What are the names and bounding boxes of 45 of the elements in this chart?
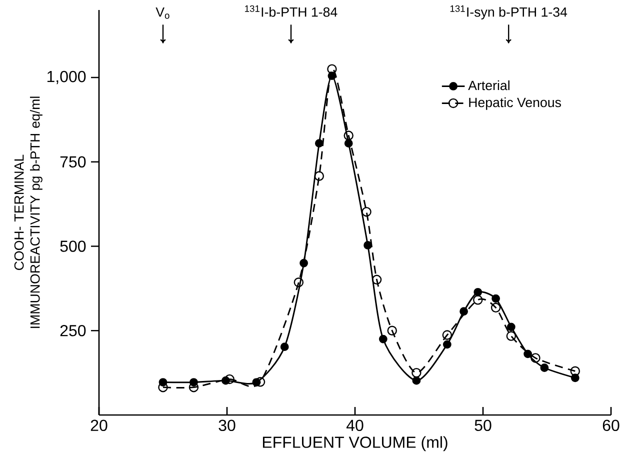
- x-tick-label: 20: [90, 420, 108, 432]
- y-tick-label: 250: [60, 324, 86, 336]
- point: [314, 139, 324, 148]
- x-axis-title: EFFLUENT VOLUME (ml): [262, 436, 448, 452]
- point: [412, 376, 421, 385]
- y-tick-label: 750: [60, 156, 86, 168]
- point: [314, 171, 324, 181]
- point: [362, 206, 372, 217]
- y-axis-title: COOH- TERMINAL IMMUNOREACTIVITY pg b-PTH eq/ml: [14, 96, 42, 328]
- point: [372, 274, 382, 285]
- point: [344, 139, 353, 148]
- point: [412, 368, 422, 378]
- ref-line-label: $^{131}$I-syn b-PTH 1-34: [450, 5, 568, 20]
- x-tick-label: 40: [346, 420, 364, 432]
- point: [224, 374, 234, 384]
- point: [280, 342, 289, 352]
- point: [473, 295, 483, 305]
- point: [300, 258, 308, 268]
- legend-label: Arterial: [468, 80, 510, 90]
- ref-line-label: $^{131}$I-b-PTH 1-84: [245, 5, 338, 17]
- point: [492, 294, 500, 303]
- point: [344, 130, 354, 140]
- point: [506, 322, 516, 332]
- point: [490, 302, 501, 313]
- point: [474, 288, 482, 296]
- point: [506, 331, 516, 341]
- x-tick-label: 50: [474, 420, 492, 432]
- point: [524, 350, 532, 358]
- point: [460, 307, 468, 316]
- y-tick-label: 1,000: [47, 70, 86, 84]
- point: [327, 64, 337, 74]
- point: [387, 326, 397, 336]
- x-tick-label: 60: [602, 420, 620, 432]
- legend-label: Hepatic Venous: [469, 97, 561, 110]
- ref-line-label: V$_{o}$: [156, 7, 170, 19]
- point: [530, 353, 540, 363]
- point: [570, 366, 580, 376]
- point: [378, 334, 388, 344]
- point: [540, 364, 549, 372]
- point: [442, 340, 452, 349]
- point: [294, 277, 304, 288]
- y-tick-label: 500: [60, 240, 86, 252]
- point: [364, 241, 372, 250]
- point: [442, 330, 452, 340]
- x-tick-label: 30: [218, 420, 236, 432]
